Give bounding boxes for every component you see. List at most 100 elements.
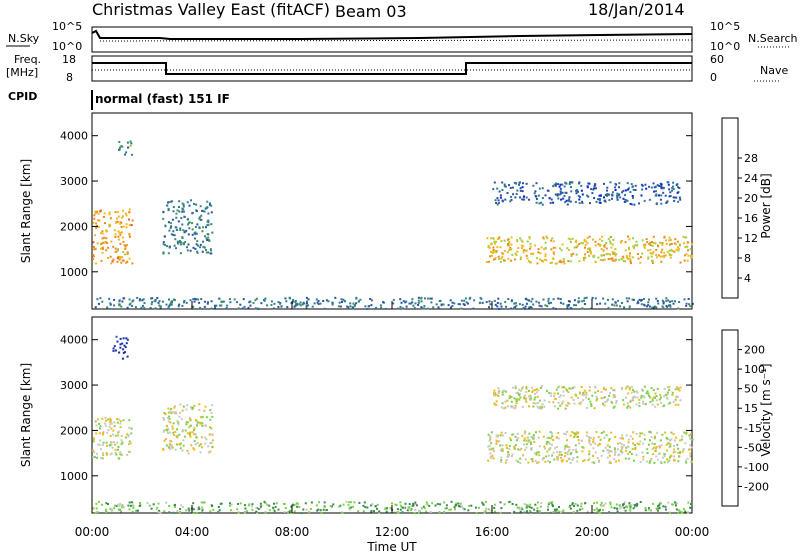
power-cell [226, 304, 229, 307]
power-cell [225, 307, 228, 309]
velocity-cell [182, 444, 185, 447]
power-cell [662, 187, 665, 190]
power-cell [150, 297, 153, 300]
velocity-cell [677, 403, 680, 406]
velocity-cell [128, 426, 131, 429]
power-cell [125, 261, 128, 264]
power-cell [450, 306, 452, 309]
velocity-cell [659, 393, 662, 396]
power-cell [675, 196, 678, 199]
power-cell [585, 296, 588, 299]
velocity-cell [638, 435, 641, 438]
velocity-cell [298, 505, 301, 508]
velocity-cell [370, 504, 373, 507]
velocity-cell [522, 454, 525, 457]
power-cell [495, 250, 498, 253]
velocity-cell [192, 447, 195, 450]
velocity-cell [555, 388, 558, 391]
velocity-cell [478, 506, 480, 509]
power-cell [646, 305, 649, 308]
power-cell [490, 243, 493, 246]
power-cell [520, 247, 523, 250]
velocity-cell [259, 505, 262, 508]
velocity-cell [515, 391, 518, 394]
velocity-cell [613, 453, 616, 456]
velocity-cell [534, 396, 537, 399]
velocity-cell [524, 397, 527, 400]
power-cell [605, 247, 608, 250]
velocity-cell [600, 397, 603, 400]
power-cell [669, 256, 672, 259]
velocity-cell [496, 440, 499, 443]
velocity-cell [572, 448, 575, 451]
power-cell [109, 302, 112, 305]
velocity-cell [548, 502, 551, 505]
velocity-cell [626, 506, 629, 508]
power-cell [526, 298, 529, 301]
velocity-cell [577, 396, 579, 399]
power-cell [174, 226, 177, 229]
nsearch-trace [99, 39, 693, 42]
velocity-cell [201, 415, 204, 418]
power-cell [353, 305, 356, 308]
power-cell [522, 182, 524, 185]
velocity-cell [602, 397, 605, 399]
velocity-cell [180, 418, 183, 421]
velocity-cell [211, 439, 214, 442]
power-cell [613, 252, 616, 255]
power-cell [643, 298, 645, 300]
power-cell [408, 302, 411, 305]
power-cell [614, 254, 617, 257]
power-cell [621, 239, 623, 242]
power-cell [577, 297, 580, 300]
velocity-cell [658, 452, 661, 455]
velocity-cell [643, 438, 646, 441]
velocity-cell [272, 506, 275, 509]
velocity-cell [592, 441, 595, 444]
power-cell [652, 242, 655, 244]
power-cell [109, 217, 112, 220]
velocity-cell [170, 444, 173, 447]
velocity-cell [533, 436, 536, 439]
velocity-cell [172, 511, 175, 514]
velocity-cell [500, 507, 503, 510]
power-cell [121, 259, 124, 262]
power-cell [499, 196, 502, 199]
colorbar-tick-label: 16 [744, 212, 758, 225]
velocity-cell [650, 509, 652, 512]
power-cell [501, 181, 504, 184]
velocity-cell [179, 411, 182, 414]
power-cell [511, 186, 514, 189]
power-cell [519, 237, 522, 240]
velocity-cell [174, 505, 176, 508]
velocity-cell [529, 503, 532, 506]
velocity-cell [614, 395, 617, 398]
power-cell [181, 210, 184, 213]
velocity-cell [564, 407, 567, 410]
velocity-cell [572, 399, 575, 401]
power-cell [489, 303, 492, 306]
power-cell [252, 302, 255, 304]
velocity-cell [585, 391, 588, 394]
velocity-cell [524, 394, 526, 397]
velocity-cell [546, 389, 548, 392]
velocity-cell [648, 461, 651, 464]
power-cell [584, 253, 587, 256]
power-cell [206, 224, 209, 227]
power-cell [126, 141, 129, 144]
power-cell [296, 302, 299, 305]
velocity-cell [654, 392, 657, 395]
velocity-cell [604, 502, 607, 505]
velocity-cell [535, 391, 538, 394]
velocity-cell [573, 436, 576, 439]
power-cell [96, 298, 99, 301]
velocity-cell [209, 409, 212, 412]
velocity-cell [596, 501, 598, 504]
power-cell [205, 226, 207, 229]
velocity-cell [399, 501, 402, 504]
velocity-cell [567, 402, 570, 404]
velocity-cell [632, 442, 635, 445]
velocity-cell [583, 394, 585, 396]
velocity-cell [182, 506, 185, 509]
power-cell [661, 248, 664, 251]
